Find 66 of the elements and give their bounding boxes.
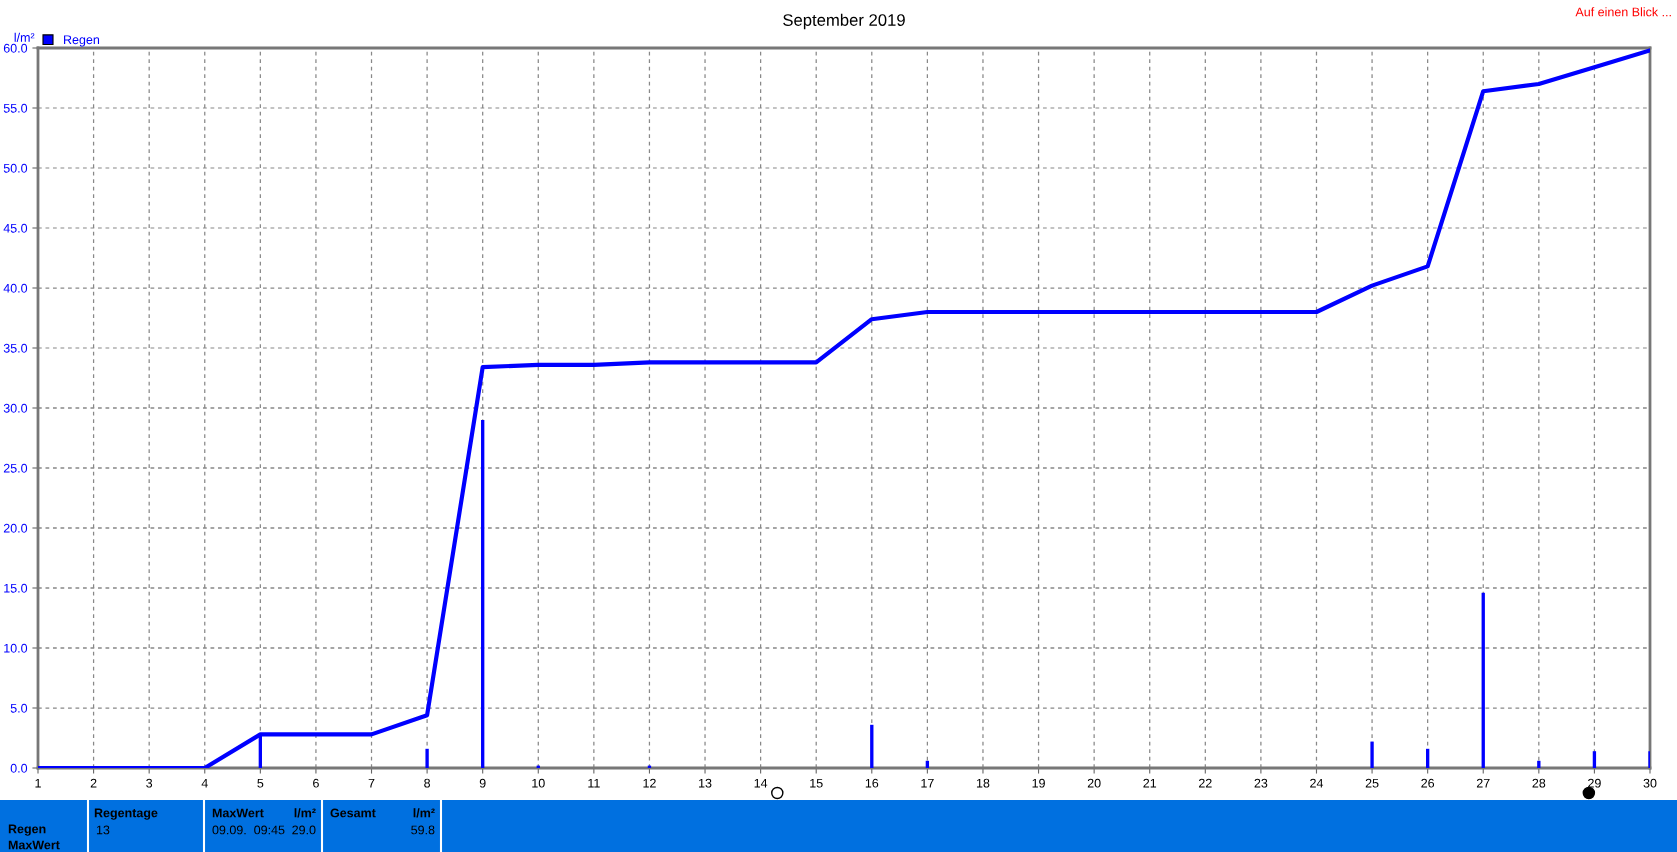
y-tick-label: 50.0 <box>3 163 28 173</box>
x-tick-label: 9 <box>479 778 486 788</box>
x-tick-label: 14 <box>754 778 768 788</box>
x-tick-label: 17 <box>921 778 934 788</box>
text: MaxWert <box>8 840 60 850</box>
text: 13 <box>96 825 110 835</box>
text: 09.09. 09:45 <box>212 825 285 835</box>
text: Auf einen Blick ... <box>1575 7 1671 17</box>
x-tick-label: 18 <box>976 778 990 788</box>
x-tick-label: 11 <box>588 778 600 788</box>
y-tick-label: 15.0 <box>4 583 28 593</box>
x-tick-label: 24 <box>1310 778 1324 788</box>
x-tick-label: 26 <box>1421 778 1435 788</box>
x-tick-label: 27 <box>1476 778 1490 788</box>
legend-label: Regen <box>64 35 100 47</box>
x-tick-label: 4 <box>201 778 208 788</box>
text: Gesamt <box>330 808 376 818</box>
chart-title: September 2019 <box>783 13 905 30</box>
text: l/m² <box>413 808 435 818</box>
text: Regentage <box>94 808 158 820</box>
x-tick-label: 23 <box>1254 778 1268 788</box>
x-tick-label: 1 <box>35 778 41 788</box>
x-tick-label: 8 <box>424 778 431 788</box>
bar <box>481 420 485 768</box>
x-tick-label: 5 <box>257 778 264 788</box>
x-tick-label: 30 <box>1643 778 1657 788</box>
x-tick-label: 15 <box>810 778 823 788</box>
y-tick-label: 55.0 <box>3 103 28 113</box>
x-tick-label: 16 <box>865 778 879 788</box>
x-tick-label: 28 <box>1532 778 1546 788</box>
y-tick-label: 40.0 <box>3 283 28 293</box>
text: Regen <box>8 824 46 836</box>
x-tick-label: 10 <box>532 778 545 788</box>
x-tick-label: 7 <box>368 778 375 788</box>
bar <box>870 724 874 768</box>
bar <box>1648 751 1650 768</box>
bar <box>1370 741 1374 768</box>
y-axis-title: l/m² <box>14 32 35 42</box>
x-tick-label: 21 <box>1143 778 1157 788</box>
y-tick-label: 35.0 <box>3 343 28 353</box>
line-series <box>38 48 1650 768</box>
x-tick-label: 13 <box>699 778 712 788</box>
y-tick-label: 30.0 <box>3 403 28 413</box>
y-tick-label: 10.0 <box>4 643 28 653</box>
bar <box>1592 751 1597 768</box>
x-tick-label: 12 <box>643 778 656 788</box>
y-tick-label: 45.0 <box>3 223 28 233</box>
x-tick-label: 20 <box>1087 778 1101 788</box>
y-tick-label: 60.0 <box>3 43 28 53</box>
text: MaxWert <box>212 808 264 818</box>
y-tick-label: 20.0 <box>3 523 28 533</box>
text: l/m² <box>294 808 316 818</box>
x-tick-label: 29 <box>1588 778 1601 788</box>
text: 59.8 <box>411 825 435 835</box>
bar <box>425 748 429 768</box>
x-tick-label: 25 <box>1365 778 1379 788</box>
y-tick-label: 5.0 <box>10 703 28 713</box>
y-tick-label: 25.0 <box>3 463 28 473</box>
y-tick-label: 0.0 <box>10 763 28 773</box>
x-tick-label: 3 <box>146 778 153 788</box>
bar <box>1481 592 1485 768</box>
x-tick-label: 6 <box>313 778 319 788</box>
x-tick-label: 2 <box>90 778 97 788</box>
x-tick-label: 19 <box>1032 778 1045 788</box>
text: 29.0 <box>292 825 316 835</box>
x-tick-label: 22 <box>1198 778 1212 788</box>
